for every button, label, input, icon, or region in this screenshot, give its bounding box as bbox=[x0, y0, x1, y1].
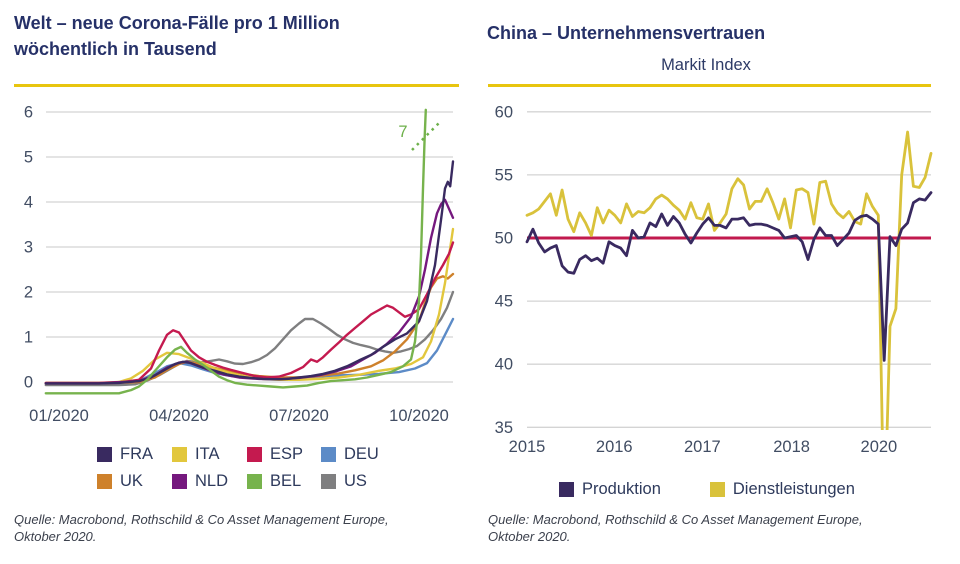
xtick-label-2017: 2017 bbox=[684, 438, 721, 456]
legend-swatch-ITA bbox=[172, 446, 187, 462]
xtick-label-2016: 2016 bbox=[596, 438, 633, 456]
china-pmi-chart: 35 40 45 50 55 60 2015 2016 2017 2018 2020 bbox=[495, 103, 933, 456]
ytick-label-60: 60 bbox=[495, 103, 513, 121]
ytick-label-3: 3 bbox=[24, 239, 33, 257]
ytick-label-6: 6 bbox=[24, 104, 33, 122]
left-chart-title-line2: wöchentlich in Tausend bbox=[14, 39, 217, 59]
legend-swatch-FRA bbox=[97, 446, 112, 462]
legend-swatch-BEL bbox=[247, 473, 262, 489]
xtick-label-04/2020: 04/2020 bbox=[149, 407, 209, 425]
legend-label-ITA: ITA bbox=[195, 444, 220, 463]
ytick-label-0: 0 bbox=[24, 374, 33, 392]
left-source-line2: Oktober 2020. bbox=[14, 529, 97, 544]
ytick-label-2: 2 bbox=[24, 284, 33, 302]
ytick-label-45: 45 bbox=[495, 293, 513, 311]
legend-label-FRA: FRA bbox=[120, 444, 153, 463]
legend-label-Dienstleistungen: Dienstleistungen bbox=[732, 479, 855, 498]
legend-item-Produktion: Produktion bbox=[559, 479, 661, 498]
right-source-line2: Oktober 2020. bbox=[488, 529, 571, 544]
right-chart-title: China – Unternehmensvertrauen bbox=[487, 23, 766, 43]
annotation-label-7: 7 bbox=[398, 123, 407, 141]
legend-swatch-UK bbox=[97, 473, 112, 489]
series-line-ITA bbox=[44, 227, 455, 385]
series-line-BEL bbox=[44, 108, 427, 395]
legend-item-US: US bbox=[321, 471, 406, 490]
xtick-label-2018: 2018 bbox=[773, 438, 810, 456]
legend-item-FRA: FRA bbox=[97, 444, 172, 463]
xtick-label-2020: 2020 bbox=[861, 438, 898, 456]
right-chart-legend: Produktion Dienstleistungen bbox=[559, 479, 855, 498]
legend-swatch-US bbox=[321, 473, 336, 489]
legend-item-NLD: NLD bbox=[172, 471, 247, 490]
legend-label-NLD: NLD bbox=[195, 471, 229, 490]
series-line-Produktion bbox=[525, 191, 933, 362]
legend-item-Dienstleistungen: Dienstleistungen bbox=[709, 479, 855, 498]
xtick-label-01/2020: 01/2020 bbox=[29, 407, 89, 425]
left-chart-title: Welt – neue Corona-Fälle pro 1 Million w… bbox=[14, 10, 474, 62]
ytick-label-40: 40 bbox=[495, 356, 513, 374]
left-accent-rule bbox=[14, 84, 459, 87]
legend-swatch-Produktion bbox=[559, 481, 574, 497]
legend-swatch-DEU bbox=[321, 446, 336, 462]
right-source-line1: Quelle: Macrobond, Rothschild & Co Asset… bbox=[488, 512, 863, 527]
annotation-dotted-line bbox=[411, 120, 442, 151]
legend-item-ESP: ESP bbox=[247, 444, 321, 463]
covid-cases-chart: 0 1 2 3 4 5 6 01/2020 04/2020 07/2020 10/2020 7 bbox=[24, 104, 455, 425]
legend-label-Produktion: Produktion bbox=[582, 479, 661, 498]
ytick-label-5: 5 bbox=[24, 149, 33, 167]
legend-item-BEL: BEL bbox=[247, 471, 321, 490]
ytick-label-1: 1 bbox=[24, 329, 33, 347]
left-source-note: Quelle: Macrobond, Rothschild & Co Asset… bbox=[14, 511, 474, 545]
xtick-label-07/2020: 07/2020 bbox=[269, 407, 329, 425]
series-line-UK bbox=[44, 272, 455, 385]
xtick-label-2015: 2015 bbox=[509, 438, 546, 456]
ytick-label-55: 55 bbox=[495, 166, 513, 184]
ytick-label-4: 4 bbox=[24, 194, 33, 212]
right-source-note: Quelle: Macrobond, Rothschild & Co Asset… bbox=[488, 511, 948, 545]
legend-label-UK: UK bbox=[120, 471, 143, 490]
legend-label-BEL: BEL bbox=[270, 471, 302, 490]
legend-label-DEU: DEU bbox=[344, 444, 379, 463]
right-accent-rule bbox=[488, 84, 931, 87]
left-chart-title-line1: Welt – neue Corona-Fälle pro 1 Million bbox=[14, 13, 340, 33]
legend-swatch-ESP bbox=[247, 446, 262, 462]
series-line-FRA bbox=[44, 160, 455, 385]
left-source-line1: Quelle: Macrobond, Rothschild & Co Asset… bbox=[14, 512, 389, 527]
series-line-Dienstleistungen bbox=[525, 130, 933, 430]
ytick-label-50: 50 bbox=[495, 230, 513, 248]
legend-swatch-Dienstleistungen bbox=[709, 481, 725, 497]
legend-item-DEU: DEU bbox=[321, 444, 406, 463]
xtick-label-10/2020: 10/2020 bbox=[389, 407, 449, 425]
legend-label-ESP: ESP bbox=[270, 444, 304, 463]
legend-item-UK: UK bbox=[97, 471, 172, 490]
legend-swatch-NLD bbox=[172, 473, 187, 489]
series-line-ESP bbox=[44, 241, 455, 385]
left-chart-legend: FRA ITA ESP DEU UK NLD BEL US bbox=[97, 444, 406, 490]
legend-label-US: US bbox=[344, 471, 367, 490]
right-chart-subtitle: Markit Index bbox=[661, 56, 751, 74]
legend-item-ITA: ITA bbox=[172, 444, 247, 463]
ytick-label-35: 35 bbox=[495, 419, 513, 437]
